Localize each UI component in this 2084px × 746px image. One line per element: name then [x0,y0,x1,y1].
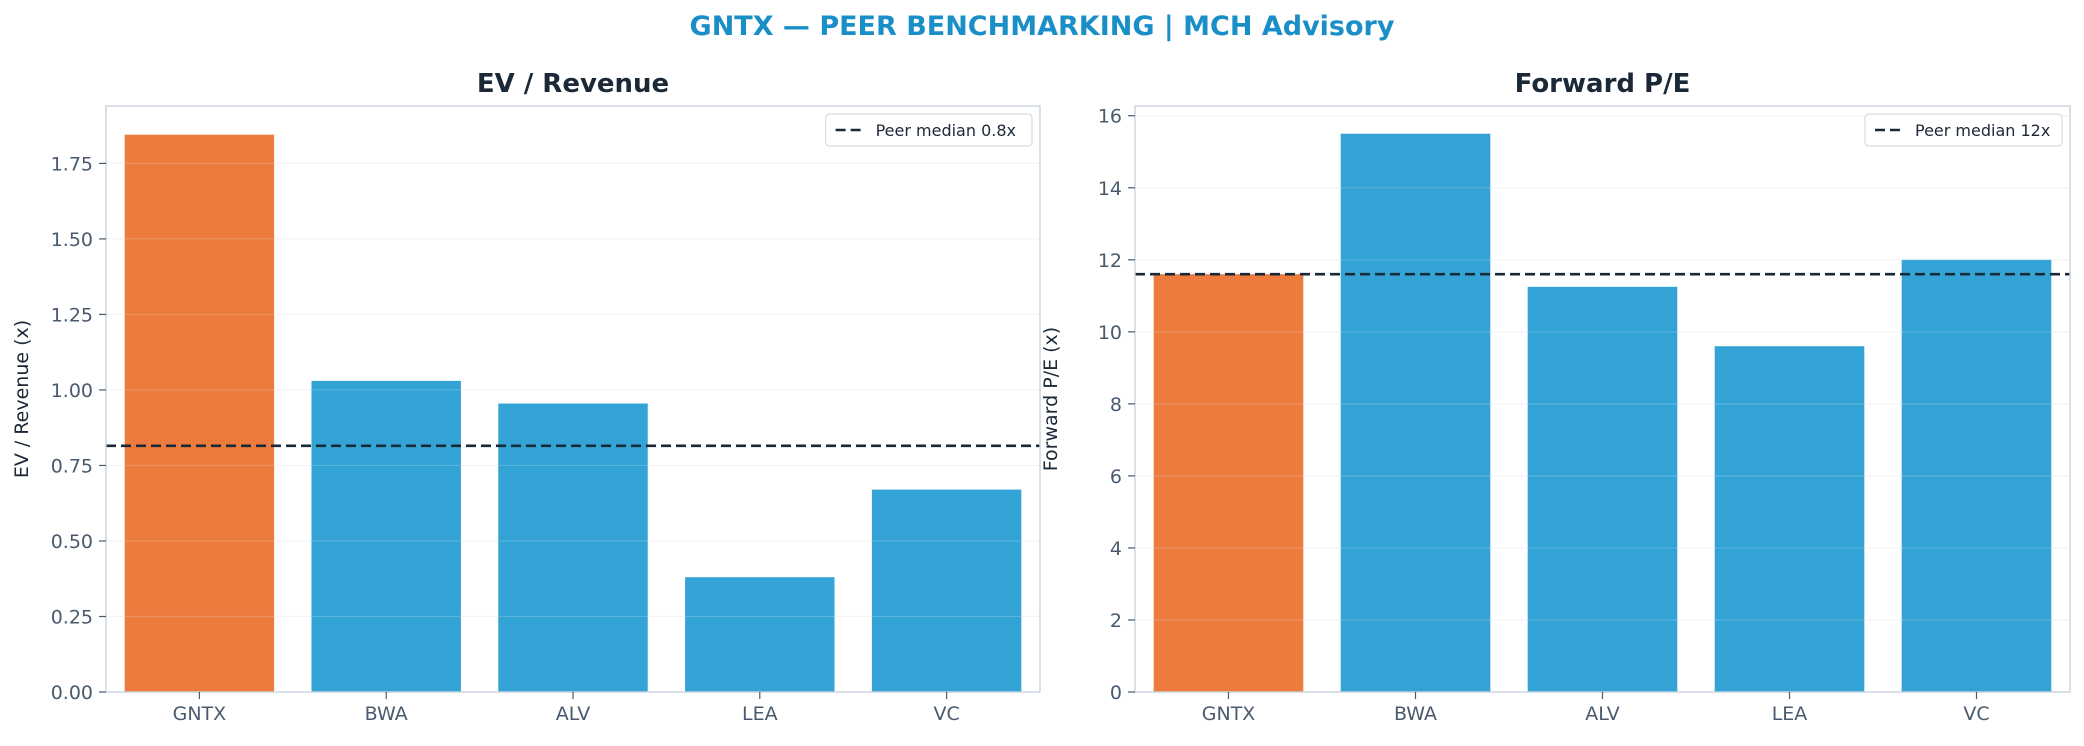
x-tick-label: GNTX [1202,703,1256,725]
chart-panel-2: Forward P/E 0 2 4 6 8 10 12 14 16 GNTX BWA ALV LEA VC F… [1040,69,2071,725]
y-axis-label: Forward P/E (x) [1040,327,1062,471]
x-tick-label: ALV [1585,703,1620,725]
x-tick-label: LEA [742,703,778,725]
x-tick-label: VC [1963,703,1989,725]
y-tick-label: 0 [1110,682,1122,704]
bar-lea [685,577,835,692]
y-tick-label: 10 [1098,322,1122,344]
y-tick-label: 14 [1098,178,1122,200]
x-tick-label: VC [933,703,959,725]
y-tick-label: 1.00 [51,380,93,402]
chart-panel-1: EV / Revenue 0.00 0.25 0.50 0.75 1.00 1.25 1.50… [11,69,1041,725]
legend-box [824,113,1033,147]
x-tick-label: LEA [1772,703,1808,725]
bar-lea [1714,346,1865,692]
bar-bwa [311,380,461,692]
figure-title: GNTX — PEER BENCHMARKING | MCH Advisory [690,11,1395,42]
legend-label: Peer median 12x [1915,121,2050,140]
x-tick-label: GNTX [173,703,227,725]
x-tick-label: BWA [365,703,408,725]
bar-vc [1901,259,2052,692]
bar-bwa [1340,133,1491,692]
x-tick-label: BWA [1394,703,1437,725]
chart-title: EV / Revenue [477,69,669,99]
y-tick-label: 4 [1110,538,1122,560]
bar-vc [871,489,1022,692]
y-tick-label: 0.50 [51,531,93,553]
bar-alv [498,403,648,692]
chart-panels: EV / Revenue 0.00 0.25 0.50 0.75 1.00 1.25 1.50… [11,69,2071,725]
y-tick-label: 8 [1110,394,1122,416]
chart-title: Forward P/E [1515,69,1691,99]
bar-gntx [1153,274,1304,692]
legend: Peer median 0.8x [824,113,1033,147]
legend-box [1864,113,2063,147]
y-tick-label: 1.50 [51,229,93,251]
y-tick-label: 16 [1098,106,1122,128]
legend: Peer median 12x [1864,113,2063,147]
bar-gntx [124,134,275,693]
y-tick-label: 0.00 [51,682,93,704]
y-tick-label: 1.25 [51,304,93,326]
bar-alv [1527,286,1678,692]
y-axis-label: EV / Revenue (x) [11,320,33,478]
y-tick-label: 1.75 [51,153,93,175]
y-tick-label: 12 [1098,250,1122,272]
legend-label: Peer median 0.8x [876,121,1016,140]
y-tick-label: 0.75 [51,455,93,477]
x-tick-label: ALV [556,703,591,725]
y-tick-label: 0.25 [51,606,93,628]
y-tick-label: 6 [1110,466,1122,488]
y-tick-label: 2 [1110,610,1122,632]
